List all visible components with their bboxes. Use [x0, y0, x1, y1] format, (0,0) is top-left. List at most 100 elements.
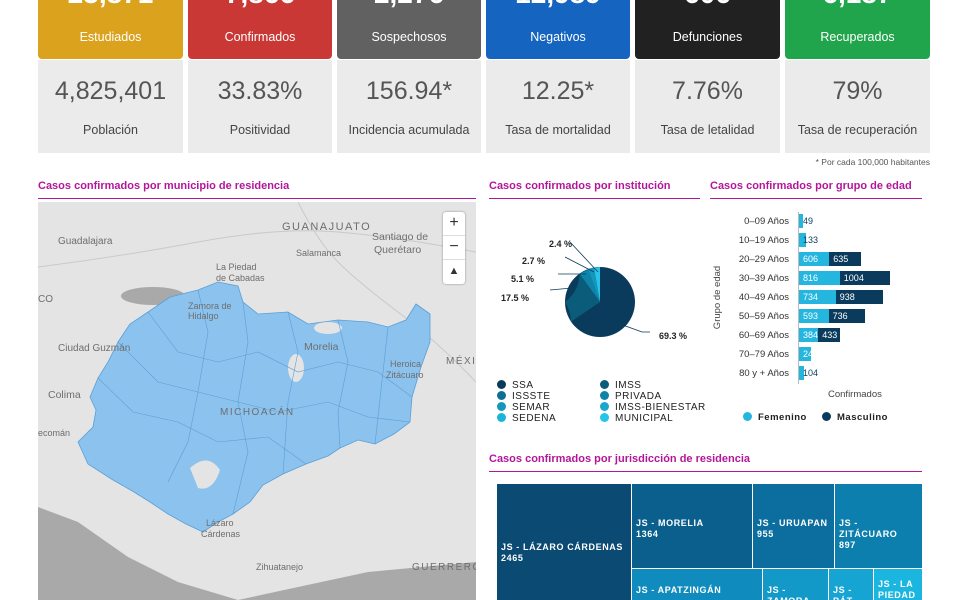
legend-swatch [497, 402, 506, 411]
stat-value: 4,825,401 [54, 77, 167, 105]
age-axis-line [798, 212, 799, 384]
age-group-label: 0–09 Años [744, 216, 789, 227]
age-bar-female[interactable]: 593 [799, 309, 829, 323]
pie-label: 2.4 % [549, 239, 573, 249]
map-label: Zamora de [188, 301, 232, 311]
treemap-cell[interactable]: JS - LÁZARO CÁRDENAS 2465 [497, 484, 631, 600]
stat-poblacion: 4,825,401 Población [38, 60, 183, 153]
card-number: 7,866 [188, 0, 332, 10]
legend-item[interactable]: IMSS-BIENESTAR [600, 402, 706, 413]
legend-item[interactable]: SEDENA [497, 413, 556, 424]
card-label: Negativos [530, 30, 586, 44]
municipality-map[interactable]: GUANAJUATO Guadalajara Salamanca Santiag… [38, 202, 476, 600]
treemap-cell-value: 955 [757, 529, 774, 539]
pie-label: 69.3 % [659, 331, 688, 341]
card-negativos: 12,989 Negativos [486, 0, 630, 59]
card-sospechosos: 2,276 Sospechosos [337, 0, 481, 59]
stat-recuperacion: 79% Tasa de recuperación [785, 60, 930, 153]
michoacan-region[interactable] [77, 281, 431, 533]
map-label: Zitácuaro [386, 370, 424, 380]
treemap-cell-label: JS - APATZINGÁN [636, 585, 722, 595]
treemap-cell[interactable]: JS - PÁT... [829, 569, 873, 600]
age-group-label: 30–39 Años [738, 273, 789, 284]
legend-male[interactable]: Masculino [822, 412, 888, 423]
age-bar-male[interactable]: 635 [829, 252, 862, 266]
reset-north-button[interactable]: ▲ [448, 265, 460, 277]
card-number: 606 [635, 0, 780, 10]
age-bar-male[interactable]: 433 [818, 328, 840, 342]
card-label: Estudiados [79, 30, 142, 44]
map-label: Hidalgo [188, 311, 219, 321]
age-group-label: 70–79 Años [738, 349, 789, 360]
age-section-title: Casos confirmados por grupo de edad [710, 180, 922, 199]
legend-swatch [497, 413, 506, 422]
legend-item[interactable]: SSA [497, 380, 534, 391]
pie-slice-imss[interactable] [565, 273, 600, 302]
age-bar-female[interactable]: 133 [799, 233, 818, 247]
legend-swatch [497, 391, 506, 400]
map-zoom-controls: + − ▲ [443, 212, 465, 284]
map-label: Cárdenas [201, 529, 241, 539]
age-bar-male[interactable]: 938 [835, 290, 883, 304]
stat-label: Incidencia acumulada [348, 123, 470, 137]
treemap-cell[interactable]: JS - URUAPAN 955 [753, 484, 834, 568]
legend-swatch [822, 412, 831, 421]
legend-item[interactable]: IMSS [600, 380, 641, 391]
stat-label: Tasa de letalidad [660, 123, 755, 137]
treemap-cell[interactable]: JS - LA PIEDAD [874, 569, 922, 600]
treemap-cell-label: JS - LA PIEDAD [878, 579, 916, 600]
pie-slice-imss-2[interactable] [565, 302, 600, 322]
card-defunciones: 606 Defunciones [635, 0, 780, 59]
pie-label: 2.7 % [522, 256, 546, 266]
treemap-cell[interactable]: JS - APATZINGÁN [632, 569, 762, 600]
age-bar-male[interactable]: 1004 [839, 271, 890, 285]
age-x-axis-label: Confirmados [828, 389, 882, 400]
age-group-label: 10–19 Años [738, 235, 789, 246]
stat-value: 33.83% [217, 77, 303, 105]
legend-label: SEMAR [512, 402, 551, 413]
sea-area [238, 562, 476, 600]
card-number: 25,871 [38, 0, 183, 10]
legend-item[interactable]: MUNICIPAL [600, 413, 673, 424]
pie-slice-privada[interactable] [579, 269, 601, 302]
legend-swatch [743, 412, 752, 421]
zoom-in-button[interactable]: + [443, 212, 465, 236]
map-label: CO [38, 294, 53, 305]
age-bar-female[interactable]: 49 [799, 214, 813, 228]
stat-value: 7.76% [672, 77, 743, 105]
pie-label: 17.5 % [501, 293, 530, 303]
institution-pie-chart [549, 241, 650, 337]
age-bar-female[interactable]: 606 [799, 252, 830, 266]
pie-slice-municipal[interactable] [594, 267, 600, 302]
age-bar-male[interactable]: 736 [828, 309, 866, 323]
zoom-out-button[interactable]: − [443, 236, 465, 260]
legend-female[interactable]: Femenino [743, 412, 807, 423]
stat-mortalidad: 12.25* Tasa de mortalidad [486, 60, 630, 153]
age-bar-female[interactable]: 104 [799, 366, 818, 380]
legend-swatch [600, 380, 609, 389]
stat-label: Tasa de mortalidad [505, 123, 611, 137]
age-bar-female[interactable]: 734 [799, 290, 836, 304]
treemap-cell[interactable]: JS - MORELIA 1364 [632, 484, 752, 568]
age-group-label: 20–29 Años [738, 254, 789, 265]
legend-label: PRIVADA [615, 391, 662, 402]
legend-item[interactable]: ISSSTE [497, 391, 551, 402]
legend-item[interactable]: SEMAR [497, 402, 550, 413]
age-bar-female[interactable]: 243 [799, 347, 818, 361]
treemap-cell-label: JS - ZITÁCUARO [839, 518, 898, 539]
legend-swatch [600, 402, 609, 411]
pie-slice-issste[interactable] [588, 267, 600, 303]
map-canvas[interactable]: GUANAJUATO Guadalajara Salamanca Santiag… [38, 202, 476, 600]
treemap-cell[interactable]: JS - ZITÁCUARO 897 [835, 484, 922, 568]
age-bar-female[interactable]: 816 [799, 271, 840, 285]
age-bar-female[interactable]: 384 [799, 328, 819, 342]
treemap-cell[interactable]: JS - ZAMORA [763, 569, 828, 600]
map-label: GUANAJUATO [282, 221, 371, 233]
legend-item[interactable]: PRIVADA [600, 391, 662, 402]
map-label: MICHOACÁN [220, 405, 295, 418]
map-label: Zihuatanejo [256, 562, 303, 572]
footnote: * Por cada 100,000 habitantes [815, 157, 930, 167]
legend-swatch [497, 380, 506, 389]
age-group-label: 40–49 Años [738, 292, 789, 303]
map-label: ecomán [38, 428, 70, 438]
